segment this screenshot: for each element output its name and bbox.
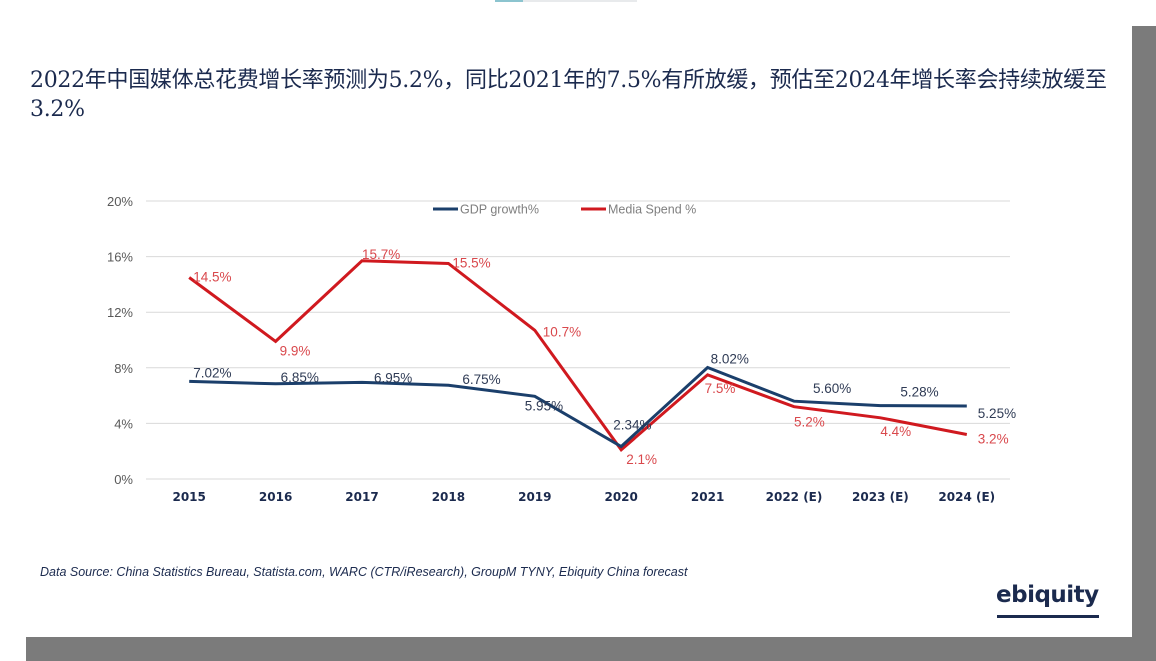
top-progress-bar xyxy=(495,0,637,2)
legend-label-gdp: GDP growth% xyxy=(460,203,539,217)
x-tick-label: 2022 (E) xyxy=(766,490,823,504)
x-tick-label: 2017 xyxy=(345,490,378,504)
data-label-gdp: 5.25% xyxy=(978,406,1016,421)
gridlines xyxy=(146,200,1010,480)
y-tick-label: 12% xyxy=(107,305,133,320)
ebiquity-logo: ebiquity xyxy=(996,582,1099,608)
data-label-gdp: 5.28% xyxy=(900,385,938,400)
y-tick-label: 20% xyxy=(107,194,133,209)
y-axis-ticks: 0% 4% 8% 12% 16% 20% xyxy=(107,194,133,487)
data-labels: 7.02% 6.85% 6.95% 6.75% 5.95% 2.34% 8.02% 5.60%… xyxy=(193,247,1016,467)
x-tick-label: 2023 (E) xyxy=(852,490,909,504)
top-progress-fill xyxy=(495,0,524,2)
y-tick-label: 8% xyxy=(114,361,133,376)
legend: GDP growth% Media Spend % xyxy=(433,203,696,217)
data-label-gdp: 2.34% xyxy=(613,417,651,432)
data-label-media: 10.7% xyxy=(543,324,581,339)
x-tick-label: 2020 xyxy=(604,490,637,504)
data-source-note: Data Source: China Statistics Bureau, St… xyxy=(40,565,688,579)
data-label-gdp: 6.85% xyxy=(281,370,319,385)
x-tick-label: 2024 (E) xyxy=(938,490,995,504)
x-tick-label: 2016 xyxy=(259,490,292,504)
data-label-gdp: 6.95% xyxy=(374,370,412,385)
data-label-media: 4.4% xyxy=(880,424,911,439)
data-label-gdp: 6.75% xyxy=(462,372,500,387)
y-tick-label: 0% xyxy=(114,472,133,487)
data-label-gdp: 5.95% xyxy=(525,398,563,413)
x-tick-label: 2015 xyxy=(172,490,205,504)
data-label-media: 2.1% xyxy=(626,452,657,467)
y-tick-label: 16% xyxy=(107,250,133,265)
data-label-media: 3.2% xyxy=(978,432,1009,447)
x-tick-label: 2018 xyxy=(432,490,465,504)
data-label-media: 5.2% xyxy=(794,415,825,430)
legend-label-media: Media Spend % xyxy=(608,203,696,217)
data-label-gdp: 8.02% xyxy=(711,352,749,367)
y-tick-label: 4% xyxy=(114,416,133,431)
logo-underline xyxy=(997,615,1099,618)
x-tick-label: 2021 xyxy=(691,490,724,504)
data-label-media: 15.7% xyxy=(362,247,400,262)
x-tick-label: 2019 xyxy=(518,490,551,504)
line-chart: 0% 4% 8% 12% 16% 20% 2015 2016 2017 2018 2019 2020… xyxy=(107,194,1016,504)
data-label-gdp: 5.60% xyxy=(813,381,851,396)
data-label-media: 9.9% xyxy=(280,343,311,358)
series-line-media xyxy=(188,259,968,453)
slide: 2022年中国媒体总花费增长率预测为5.2%，同比2021年的7.5%有所放缓，… xyxy=(30,0,1107,618)
data-label-media: 15.5% xyxy=(452,256,490,271)
data-label-media: 14.5% xyxy=(193,269,231,284)
slide-title: 2022年中国媒体总花费增长率预测为5.2%，同比2021年的7.5%有所放缓，… xyxy=(30,68,1107,122)
data-label-media: 7.5% xyxy=(705,381,736,396)
slide-shadow-right xyxy=(1132,26,1156,661)
data-label-gdp: 7.02% xyxy=(193,365,231,380)
slide-shadow-bottom xyxy=(26,637,1156,661)
series-line-gdp xyxy=(189,365,967,449)
x-axis-ticks: 2015 2016 2017 2018 2019 2020 2021 2022 (E) 2023… xyxy=(172,490,995,504)
series-lines xyxy=(188,259,968,453)
